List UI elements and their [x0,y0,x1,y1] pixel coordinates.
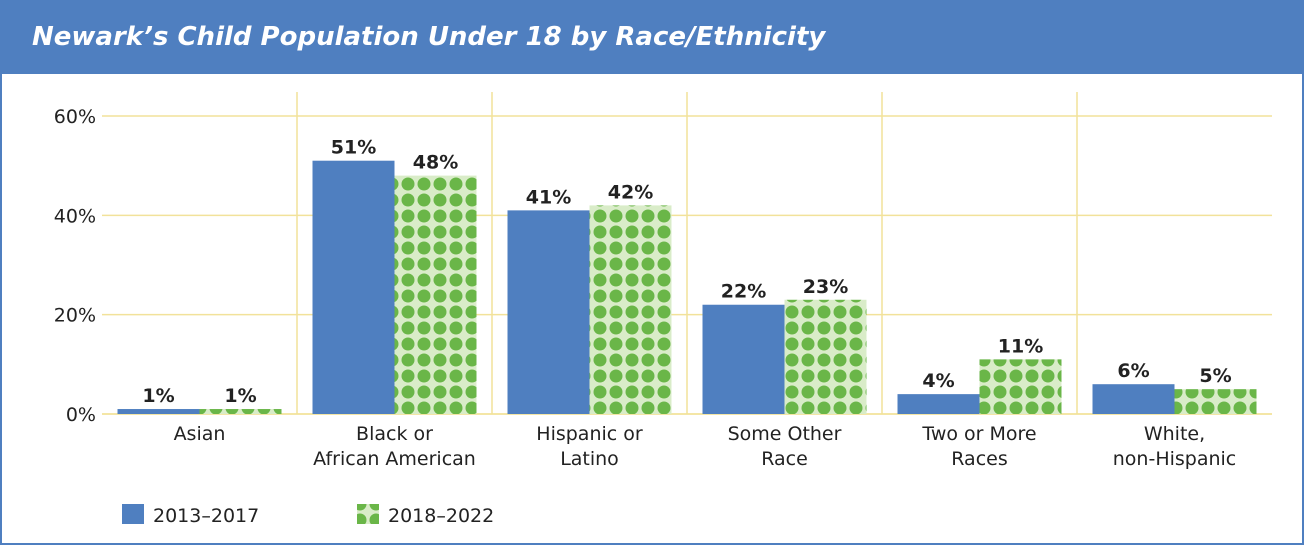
legend-swatch [357,504,379,524]
y-tick-label: 60% [54,106,96,128]
y-tick-label: 0% [66,404,96,426]
grid-layer [102,92,1272,415]
data-label: 4% [922,370,954,392]
legend-label: 2018–2022 [388,505,494,527]
bar-series1 [312,160,395,414]
data-label: 48% [413,152,458,174]
bar-series1 [702,304,785,414]
bar-series1 [507,210,590,414]
category-label: Two or More [921,423,1036,445]
data-label: 42% [608,181,653,203]
title-bar: Newark’s Child Population Under 18 by Ra… [2,2,1302,74]
y-tick-label: 40% [54,205,96,227]
category-label: Some Other [728,423,842,445]
data-label: 23% [803,276,848,298]
bar-series1 [117,409,200,414]
category-label: Latino [560,448,619,470]
bar-series2 [394,175,477,414]
category-label: African American [313,448,476,470]
data-label: 22% [721,281,766,303]
data-label: 1% [224,385,256,407]
category-label: Black or [356,423,433,445]
bar-series2 [979,359,1062,414]
legend: 2013–2017 2018–2022 [122,504,494,527]
data-label: 5% [1199,365,1231,387]
category-label: Hispanic or [536,423,643,445]
category-label: Race [761,448,808,470]
legend-swatch [122,504,144,524]
data-label: 51% [331,137,376,159]
chart-title: Newark’s Child Population Under 18 by Ra… [32,22,826,52]
bar-series1 [1092,384,1175,414]
bar-series1 [897,394,980,414]
category-label: White, [1144,423,1205,445]
bar-series2 [199,409,282,414]
data-label: 6% [1117,360,1149,382]
y-tick-label: 20% [54,305,96,327]
bar-layer [117,160,1257,414]
bar-series2 [1174,389,1257,414]
bar-series2 [784,299,867,414]
category-label: Races [951,448,1007,470]
data-label: 41% [526,186,571,208]
bar-series2 [589,205,672,414]
data-label: 1% [142,385,174,407]
legend-label: 2013–2017 [153,505,259,527]
category-label: non-Hispanic [1113,448,1237,470]
data-label: 11% [998,335,1043,357]
category-label: Asian [174,423,226,445]
